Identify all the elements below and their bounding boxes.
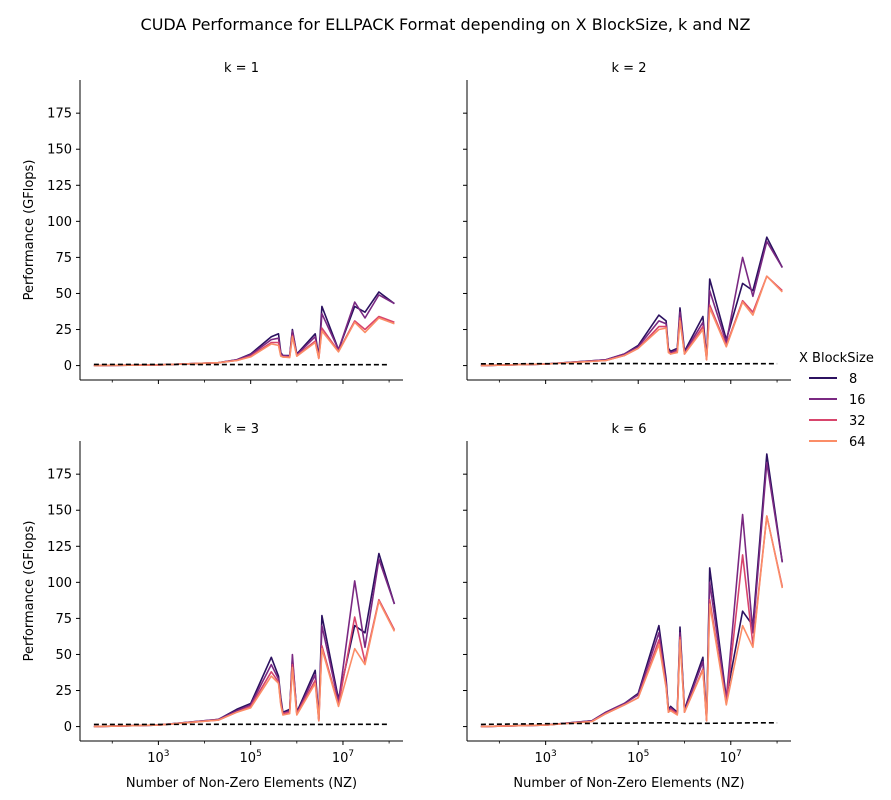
panel-title: k = 3 bbox=[224, 422, 259, 437]
x-tick-label: 107 bbox=[720, 749, 742, 766]
y-tick-label: 125 bbox=[47, 540, 72, 555]
y-tick-label: 175 bbox=[47, 468, 72, 483]
series-line-64 bbox=[93, 317, 395, 367]
y-axis-label: Performance (GFlops) bbox=[22, 160, 37, 301]
series-line-64 bbox=[480, 515, 784, 728]
y-tick-label: 75 bbox=[55, 612, 72, 627]
legend-entry-64: 64 bbox=[809, 435, 866, 450]
legend-label-8: 8 bbox=[849, 372, 857, 387]
y-tick-label: 0 bbox=[64, 359, 72, 374]
legend-entry-32: 32 bbox=[809, 414, 866, 429]
series-line-64 bbox=[93, 600, 396, 728]
x-tick-label: 103 bbox=[147, 749, 169, 766]
x-tick-label-exponent: 5 bbox=[256, 749, 262, 759]
legend-entry-8: 8 bbox=[809, 372, 857, 387]
y-tick-label: 175 bbox=[47, 107, 72, 122]
panel-2: k = 2 bbox=[463, 61, 791, 384]
legend-label-32: 32 bbox=[849, 414, 866, 429]
legend-title: X BlockSize bbox=[799, 351, 874, 366]
series-line-8 bbox=[93, 552, 396, 728]
y-tick-label: 75 bbox=[55, 251, 72, 266]
series-line-16 bbox=[480, 461, 784, 728]
y-tick-label: 0 bbox=[64, 720, 72, 735]
y-tick-label: 150 bbox=[47, 504, 72, 519]
y-axis-label: Performance (GFlops) bbox=[22, 521, 37, 662]
panel-4: k = 6 103 105 107 Number of Non-Zero Element… bbox=[463, 422, 791, 791]
x-tick-label-exponent: 3 bbox=[164, 749, 170, 759]
legend-entry-16: 16 bbox=[809, 393, 866, 408]
legend-label-16: 16 bbox=[849, 393, 866, 408]
panel-title: k = 6 bbox=[612, 422, 647, 437]
series-line-8 bbox=[93, 291, 395, 367]
series-line-32 bbox=[480, 515, 784, 728]
x-tick-label: 103 bbox=[534, 749, 556, 766]
series-line-8 bbox=[480, 236, 784, 367]
panel-title: k = 1 bbox=[224, 61, 259, 76]
y-tick-label: 50 bbox=[55, 287, 72, 302]
x-tick-label-exponent: 5 bbox=[644, 749, 650, 759]
y-tick-label: 125 bbox=[47, 179, 72, 194]
baseline-dashed-line bbox=[93, 363, 390, 366]
x-tick-label: 107 bbox=[332, 749, 354, 766]
series-line-8 bbox=[480, 453, 784, 728]
panel-1: k = 1 0 25 50 75 100 125 150 175 Performance (GFl… bbox=[22, 61, 403, 384]
panel-title: k = 2 bbox=[612, 61, 647, 76]
y-tick-label: 100 bbox=[47, 215, 72, 230]
legend: X BlockSize 8 16 32 64 bbox=[799, 351, 874, 450]
y-tick-label: 150 bbox=[47, 143, 72, 158]
baseline-dashed-line bbox=[480, 721, 778, 726]
x-tick-label: 105 bbox=[240, 749, 262, 766]
y-tick-label: 25 bbox=[55, 684, 72, 699]
x-axis-label: Number of Non-Zero Elements (NZ) bbox=[126, 776, 357, 791]
x-tick-label-exponent: 3 bbox=[551, 749, 557, 759]
y-tick-label: 25 bbox=[55, 323, 72, 338]
figure-title: CUDA Performance for ELLPACK Format depe… bbox=[141, 15, 751, 34]
x-tick-label-exponent: 7 bbox=[736, 749, 742, 759]
series-line-64 bbox=[480, 275, 783, 367]
x-tick-label: 105 bbox=[627, 749, 649, 766]
x-tick-label-exponent: 7 bbox=[348, 749, 354, 759]
x-axis-label: Number of Non-Zero Elements (NZ) bbox=[513, 776, 744, 791]
legend-label-64: 64 bbox=[849, 435, 866, 450]
y-tick-label: 100 bbox=[47, 576, 72, 591]
y-tick-label: 50 bbox=[55, 648, 72, 663]
